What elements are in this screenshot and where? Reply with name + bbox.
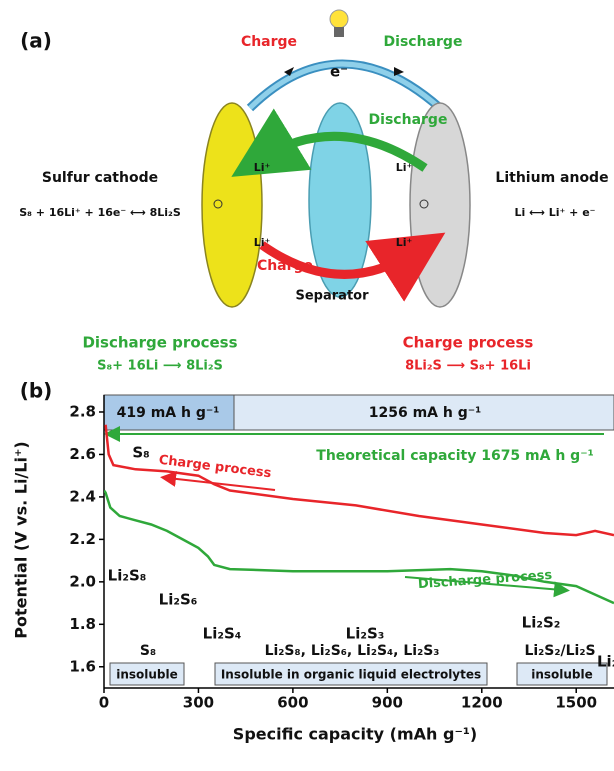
x-tick-label: 900 — [372, 694, 403, 712]
y-tick-label: 1.6 — [69, 657, 96, 675]
bulb — [329, 9, 349, 29]
battery-diagram — [201, 9, 471, 308]
label: Charge — [257, 258, 313, 274]
arrow — [284, 67, 294, 76]
label: Li⁺ — [254, 161, 271, 174]
annotation: Li₂S₄ — [203, 625, 242, 643]
label: Charge process — [403, 334, 534, 352]
x-tick-label: 0 — [99, 694, 109, 712]
label: S₈+ 16Li ⟶ 8Li₂S — [97, 359, 223, 374]
annotation: S₈ — [140, 643, 156, 659]
annotation: Li₂S₃ — [346, 625, 385, 643]
y-tick-label: 2.8 — [69, 402, 96, 420]
label-box — [516, 662, 608, 686]
cathode — [201, 102, 263, 308]
y-tick-label: 2.4 — [69, 487, 96, 505]
annotation: Li₂S₂ — [522, 614, 561, 632]
terminal — [213, 199, 223, 209]
label-box — [109, 662, 185, 686]
y-tick-label: 1.8 — [69, 615, 96, 633]
panel-label: (a) — [20, 29, 52, 53]
label-box — [214, 662, 488, 686]
x-axis-label: Specific capacity (mAh g⁻¹) — [233, 725, 477, 744]
y-tick-label: 2.6 — [69, 445, 96, 463]
discharge-arrow — [231, 108, 428, 177]
x-tick-label: 600 — [277, 694, 308, 712]
annotation: insoluble — [116, 668, 178, 682]
label: Li⁺ — [254, 236, 271, 249]
annotation: Insoluble in organic liquid electrolytes — [221, 668, 481, 682]
label: Lithium anode — [495, 170, 608, 186]
annotation: S₈ — [132, 444, 149, 462]
y-tick-label: 2.2 — [69, 530, 96, 548]
label: 8Li₂S ⟶ S₈+ 16Li — [405, 359, 531, 374]
charge-arrow — [259, 232, 446, 302]
label: S₈ + 16Li⁺ + 16e⁻ ⟷ 8Li₂S — [19, 206, 181, 219]
x-tick-label: 300 — [183, 694, 214, 712]
label: e⁻ — [330, 63, 348, 81]
annotation: Li₂ — [597, 653, 614, 671]
data-line — [104, 424, 614, 537]
wire — [248, 61, 442, 110]
plot-area — [104, 424, 614, 605]
label: Discharge — [384, 34, 463, 50]
y-tick-label: 2.0 — [69, 572, 96, 590]
annotation: Charge process — [158, 453, 273, 482]
annotation: 419 mA h g⁻¹ — [117, 405, 220, 421]
arrow — [394, 67, 404, 76]
x-tick-label: 1500 — [555, 694, 597, 712]
label: Discharge process — [82, 334, 237, 352]
anode — [409, 102, 471, 308]
data-line — [104, 489, 614, 605]
annotation: Theoretical capacity 1675 mA h g⁻¹ — [316, 448, 593, 464]
annotation: Li₂S₆ — [159, 591, 198, 609]
label: Li⁺ — [396, 236, 413, 249]
annotation-arrow — [404, 576, 570, 598]
band — [103, 394, 235, 431]
separator — [308, 102, 372, 298]
annotation: 1256 mA h g⁻¹ — [369, 405, 482, 421]
x-tick-label: 1200 — [461, 694, 503, 712]
annotation-arrow — [160, 470, 276, 491]
label: Separator — [296, 289, 370, 304]
annotation: Li₂S₈, Li₂S₆, Li₂S₄, Li₂S₃ — [265, 643, 440, 659]
panel-label: (b) — [20, 379, 53, 403]
label: Li⁺ — [396, 161, 413, 174]
annotation: insoluble — [531, 668, 593, 682]
label: Discharge — [369, 112, 448, 128]
annotation: Li₂S₈ — [108, 567, 147, 585]
bulb-base — [334, 27, 344, 37]
y-axis-label: Potential (V vs. Li/Li⁺) — [12, 441, 31, 638]
annotation: Li₂S₂/Li₂S — [524, 643, 595, 659]
terminal — [419, 199, 429, 209]
plot-frame — [103, 394, 614, 689]
label: Li ⟷ Li⁺ + e⁻ — [515, 206, 596, 219]
label: Charge — [241, 34, 297, 50]
band — [233, 394, 614, 431]
label: Sulfur cathode — [42, 170, 158, 186]
